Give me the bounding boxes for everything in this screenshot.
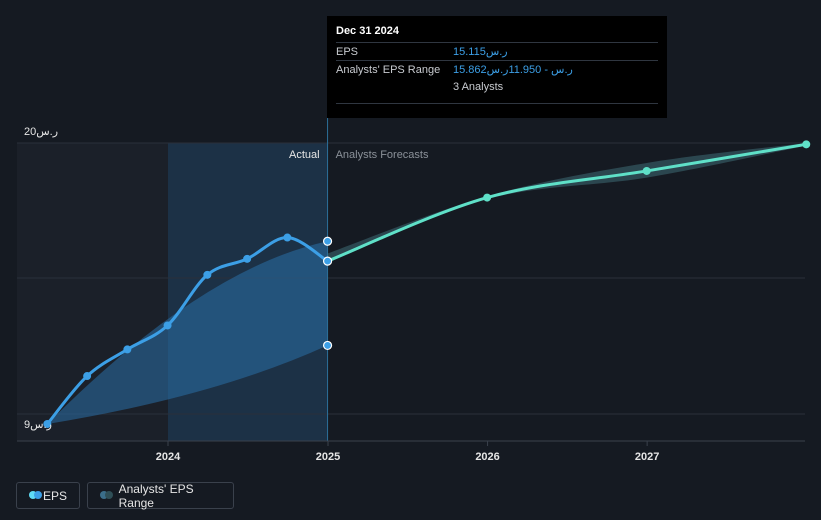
tooltip-divider <box>336 103 658 104</box>
eps-point <box>243 254 252 263</box>
eps-point <box>43 420 52 428</box>
forecast-point <box>483 193 492 202</box>
tooltip-eps-value: 15.115ر.س <box>453 46 508 58</box>
forecast-line <box>326 142 808 263</box>
tooltip-analysts-count: 3 Analysts <box>453 80 504 93</box>
series-lines <box>45 142 808 426</box>
eps-point <box>163 321 172 330</box>
hover-marker <box>322 340 333 351</box>
hover-marker <box>322 256 333 266</box>
y-tick-label: 20ر.س <box>24 126 58 138</box>
axes: 2024 2025 2026 2027 20ر.س 9ر.س <box>17 126 805 463</box>
x-tick-label: 2027 <box>635 451 659 463</box>
forecast-label: Analysts Forecasts <box>336 149 429 161</box>
eps-legend-icon <box>29 490 42 501</box>
forecast-range-area <box>327 142 807 262</box>
series-points <box>43 140 811 428</box>
actual-label: Actual <box>289 149 320 161</box>
tooltip-eps-row: EPS 15.115ر.س <box>336 42 658 60</box>
eps-point <box>203 270 212 279</box>
legend-range-button[interactable]: Analysts' EPS Range <box>87 481 234 510</box>
tooltip-eps-label: EPS <box>336 45 359 58</box>
x-tick-label: 2025 <box>316 451 340 463</box>
eps-point <box>123 345 132 354</box>
range-legend-icon <box>100 490 113 501</box>
eps-chart: 2024 2025 2026 2027 20ر.س 9ر.س Actual Analyst… <box>17 118 811 463</box>
forecast-point <box>802 140 811 149</box>
y-tick-label: 9ر.س <box>24 419 52 431</box>
tooltip-range-row: Analysts' EPS Range 15.862ر.س - 11.950ر.… <box>336 60 658 78</box>
eps-line <box>45 236 330 426</box>
legend-range-label: Analysts' EPS Range <box>118 481 194 510</box>
forecast-point <box>642 166 651 175</box>
tooltip-analysts-row: 3 Analysts <box>336 78 658 95</box>
eps-point <box>283 233 292 242</box>
x-tick-label: 2026 <box>475 451 499 463</box>
legend-eps-label: EPS <box>42 488 67 503</box>
tooltip: Dec 31 2024 EPS 15.115ر.س Analysts' EPS … <box>327 16 667 118</box>
tooltip-range-value: 15.862ر.س - 11.950ر.س <box>453 64 573 76</box>
grid-lines <box>17 142 805 415</box>
legend-eps-button[interactable]: EPS <box>16 482 80 509</box>
eps-range-area <box>47 241 328 424</box>
eps-point <box>83 372 92 381</box>
tooltip-date: Dec 31 2024 <box>336 25 399 37</box>
tooltip-range-label: Analysts' EPS Range <box>336 63 441 76</box>
x-tick-label: 2024 <box>156 451 181 463</box>
hover-marker <box>322 236 333 246</box>
range-areas <box>47 142 807 424</box>
